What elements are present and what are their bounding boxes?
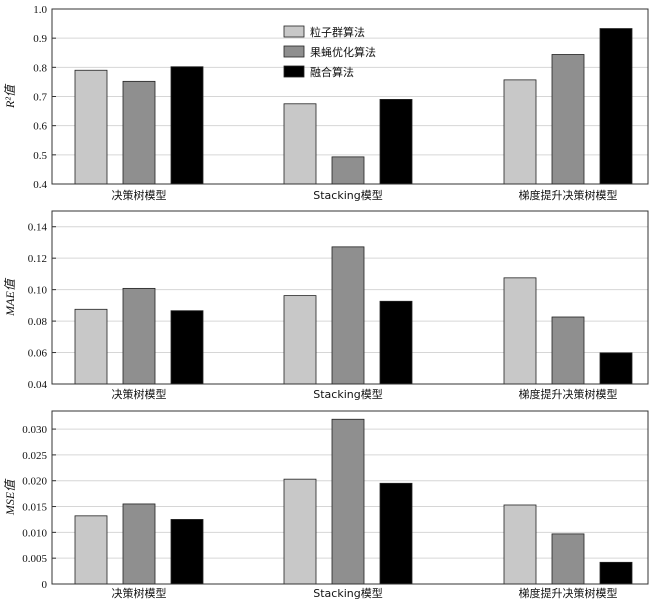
bar-融合算法-Stacking模型 (379, 300, 413, 385)
bar-粒子群算法-Stacking模型 (283, 478, 317, 585)
y-tick-label: 0.010 (22, 527, 47, 539)
bar-融合算法-Stacking模型 (379, 99, 413, 185)
y-tick-label: 0 (42, 579, 48, 591)
bar-果蝇优化算法-梯度提升决策树模型 (551, 533, 585, 585)
bar-融合算法-梯度提升决策树模型 (599, 561, 633, 585)
legend-label: 粒子群算法 (310, 25, 365, 39)
y-tick-label: 0.5 (33, 150, 47, 162)
bar-融合算法-梯度提升决策树模型 (599, 352, 633, 385)
bar-果蝇优化算法-Stacking模型 (331, 246, 365, 385)
bar-粒子群算法-Stacking模型 (283, 103, 317, 185)
legend-label: 果蝇优化算法 (310, 45, 376, 59)
bar-粒子群算法-决策树模型 (74, 308, 108, 385)
bar-果蝇优化算法-决策树模型 (122, 80, 156, 185)
plot-frame (51, 8, 649, 185)
x-category-label: 决策树模型 (112, 586, 167, 600)
bar-融合算法-决策树模型 (170, 66, 204, 185)
bar-果蝇优化算法-梯度提升决策树模型 (551, 316, 585, 385)
y-axis-label: MSE值 (3, 478, 17, 516)
x-category-label: 决策树模型 (112, 387, 167, 401)
x-category-label: Stacking模型 (313, 188, 382, 202)
bar-粒子群算法-梯度提升决策树模型 (503, 79, 537, 185)
y-tick-label: 1.0 (33, 4, 47, 16)
plot-frame (51, 410, 649, 585)
y-tick-label: 0.7 (33, 92, 47, 104)
y-tick-label: 0.06 (28, 348, 48, 360)
x-category-label: 决策树模型 (112, 188, 167, 202)
chart-panel-2: 0.04 0.06 0.08 0.10 0.12 0.14 决策树模型 Stacking模型 梯… (3, 210, 649, 401)
bar-融合算法-决策树模型 (170, 310, 204, 385)
bar-果蝇优化算法-Stacking模型 (331, 156, 365, 185)
y-tick-label: 0.9 (33, 33, 47, 45)
y-tick-label: 0.10 (28, 285, 48, 297)
bar-融合算法-梯度提升决策树模型 (599, 28, 633, 185)
x-category-label: 梯度提升决策树模型 (519, 586, 618, 600)
x-category-label: Stacking模型 (313, 387, 382, 401)
y-tick-label: 0.04 (28, 379, 48, 391)
bar-粒子群算法-决策树模型 (74, 515, 108, 585)
bar-粒子群算法-决策树模型 (74, 69, 108, 185)
bar-融合算法-决策树模型 (170, 519, 204, 585)
legend-swatch (283, 65, 305, 78)
legend-swatch (283, 45, 305, 58)
y-tick-label: 0.020 (22, 476, 47, 488)
y-axis-label: MAE值 (3, 277, 17, 317)
y-axis-label: R²值 (3, 83, 17, 109)
y-tick-label: 0.030 (22, 424, 47, 436)
y-tick-label: 0.14 (28, 222, 48, 234)
y-tick-label: 0.8 (33, 62, 47, 74)
bar-果蝇优化算法-Stacking模型 (331, 418, 365, 585)
bar-果蝇优化算法-决策树模型 (122, 503, 156, 585)
bar-果蝇优化算法-决策树模型 (122, 287, 156, 385)
legend-swatch (283, 25, 305, 38)
plot-frame (51, 210, 649, 385)
y-tick-label: 0.4 (33, 179, 47, 191)
chart-panel-1: 0.4 0.5 0.6 0.7 0.8 0.9 1.0 决策树模型 Stacking模型 梯度提升… (3, 4, 649, 202)
y-tick-label: 0.08 (28, 316, 48, 328)
x-category-label: 梯度提升决策树模型 (519, 387, 618, 401)
x-category-label: Stacking模型 (313, 586, 382, 600)
y-tick-label: 0.6 (33, 121, 47, 133)
y-tick-label: 0.005 (22, 553, 47, 565)
y-tick-label: 0.015 (22, 502, 47, 514)
y-tick-label: 0.025 (22, 450, 47, 462)
y-tick-label: 0.12 (28, 253, 47, 265)
bar-粒子群算法-Stacking模型 (283, 295, 317, 385)
bar-融合算法-Stacking模型 (379, 482, 413, 585)
chart-panel-3: 0 0.005 0.010 0.015 0.020 0.025 0.030 决策树模型 Stac… (3, 410, 649, 600)
bar-果蝇优化算法-梯度提升决策树模型 (551, 54, 585, 185)
x-category-label: 梯度提升决策树模型 (519, 188, 618, 202)
legend-label: 融合算法 (310, 65, 354, 79)
bar-粒子群算法-梯度提升决策树模型 (503, 504, 537, 585)
bar-粒子群算法-梯度提升决策树模型 (503, 277, 537, 385)
